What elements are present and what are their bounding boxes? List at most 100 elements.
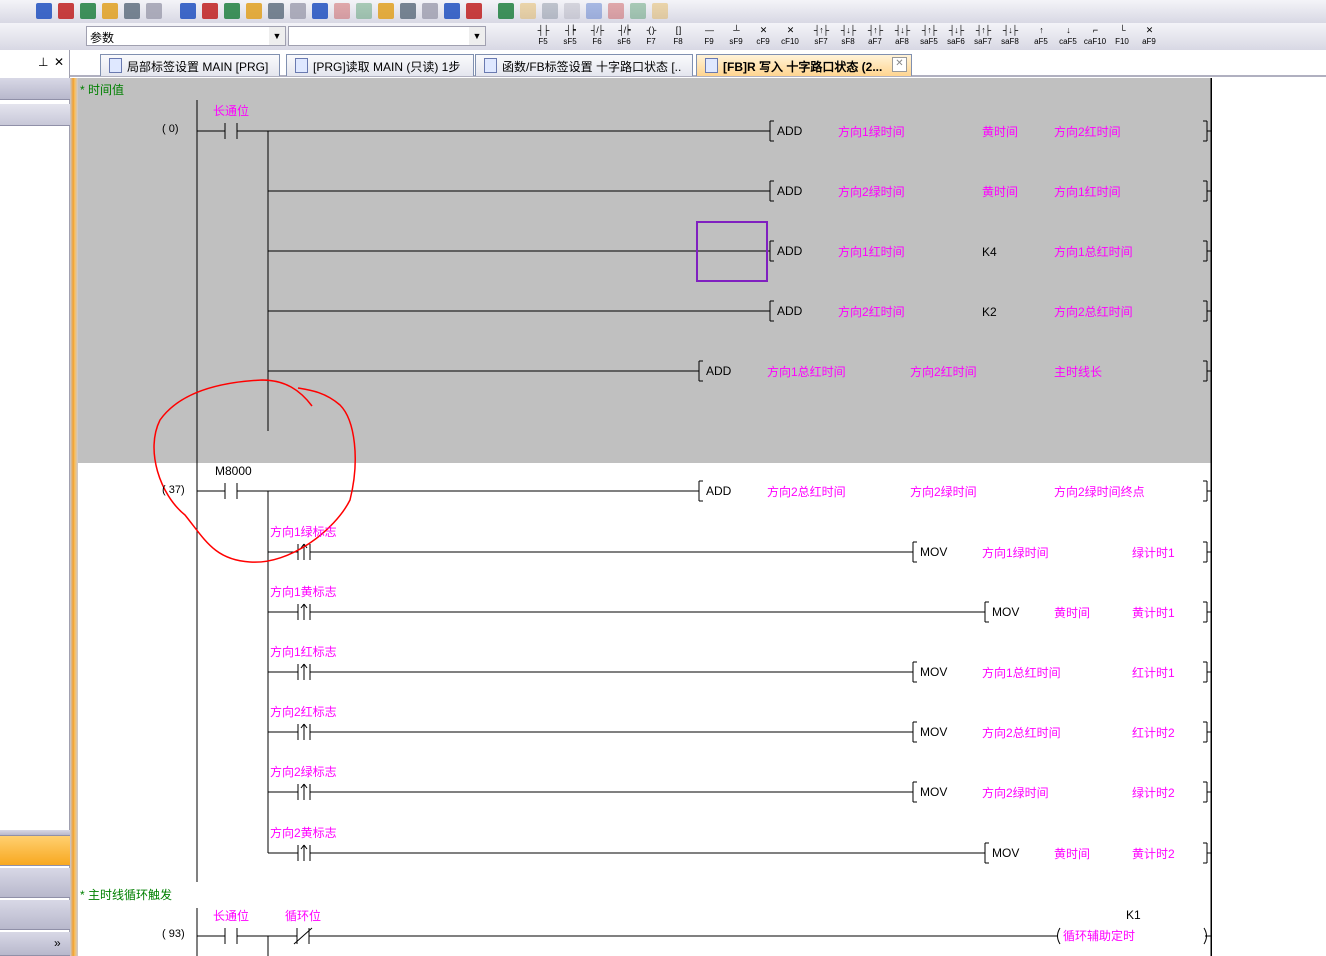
cut-icon[interactable]: [58, 3, 74, 19]
instruction-name[interactable]: ADD: [777, 304, 803, 318]
step-read-icon[interactable]: [422, 3, 438, 19]
operand[interactable]: 方向2红时间: [838, 305, 905, 319]
operand[interactable]: 黄计时2: [1132, 847, 1175, 861]
pin-icon[interactable]: ⊥: [38, 55, 49, 69]
operand[interactable]: 方向2总红时间: [982, 726, 1061, 740]
operand[interactable]: 方向1总红时间: [767, 365, 846, 379]
more-icon[interactable]: »: [54, 936, 61, 950]
function-key-F7[interactable]: -( )- F7: [638, 26, 664, 47]
function-key-F9[interactable]: — F9: [696, 26, 722, 47]
operand[interactable]: 方向1红时间: [1054, 185, 1121, 199]
panel-section[interactable]: [0, 868, 70, 898]
operand[interactable]: 方向1红时间: [838, 245, 905, 259]
instruction-name[interactable]: ADD: [777, 124, 803, 138]
close-tab-icon[interactable]: ✕: [892, 57, 907, 72]
instruction-name[interactable]: MOV: [992, 846, 1020, 860]
contact-label[interactable]: 方向1红标志: [270, 645, 337, 659]
contact-label[interactable]: 方向2绿标志: [270, 765, 337, 779]
function-key-aF5[interactable]: ↑ aF5: [1028, 26, 1054, 47]
function-key-cF9[interactable]: ✕ cF9: [750, 26, 776, 47]
contact-label[interactable]: 循环位: [285, 909, 322, 923]
function-key-sF6[interactable]: ┤/┝ sF6: [611, 26, 637, 47]
function-key-aF8[interactable]: ┤↓├ aF8: [889, 26, 915, 47]
ladder-icon[interactable]: [630, 3, 646, 19]
paste-icon[interactable]: [102, 3, 118, 19]
device-hex-icon[interactable]: [224, 3, 240, 19]
function-key-caF5[interactable]: ↓ caF5: [1055, 26, 1081, 47]
monitor-stop-icon[interactable]: [312, 3, 328, 19]
ladder-icon[interactable]: [564, 3, 580, 19]
write-plc-icon[interactable]: [246, 3, 262, 19]
instruction-name[interactable]: ADD: [706, 364, 732, 378]
tab-4[interactable]: [FB]R 写入 十字路口状态 (2... ✕: [696, 54, 912, 76]
panel-section[interactable]: [0, 104, 70, 126]
splitter[interactable]: [70, 78, 78, 956]
function-key-sF8[interactable]: ┤↓├ sF8: [835, 26, 861, 47]
read-plc-icon[interactable]: [268, 3, 284, 19]
operand[interactable]: 方向2红时间: [1054, 125, 1121, 139]
instruction-name[interactable]: MOV: [992, 605, 1020, 619]
operand[interactable]: 方向2绿时间: [982, 786, 1049, 800]
coil-label[interactable]: 循环辅助定时: [1063, 929, 1136, 943]
operand[interactable]: 黄计时1: [1132, 606, 1175, 620]
operand[interactable]: 方向1绿时间: [838, 125, 905, 139]
instruction-name[interactable]: ADD: [777, 184, 803, 198]
ladder-icon[interactable]: [542, 3, 558, 19]
device-combo[interactable]: ▼: [288, 26, 486, 46]
contact-label[interactable]: 方向2红标志: [270, 705, 337, 719]
operand[interactable]: 主时线长: [1054, 365, 1103, 379]
function-key-saF8[interactable]: ┤↓├ saF8: [997, 26, 1023, 47]
function-key-sF7[interactable]: ┤↑├ sF7: [808, 26, 834, 47]
operand[interactable]: 方向2绿时间终点: [1054, 485, 1145, 499]
tab-2[interactable]: [PRG]读取 MAIN (只读) 1步: [286, 54, 474, 76]
function-key-caF10[interactable]: ⌐ caF10: [1082, 26, 1108, 47]
function-key-aF9[interactable]: ✕ aF9: [1136, 26, 1162, 47]
panel-section[interactable]: [0, 78, 70, 100]
function-key-F5[interactable]: ┤├ F5: [530, 26, 556, 47]
timer-setting[interactable]: K1: [1126, 908, 1141, 922]
monitor-disabled-icon[interactable]: [356, 3, 372, 19]
function-key-sF9[interactable]: ┴ sF9: [723, 26, 749, 47]
operand[interactable]: 方向2红时间: [910, 365, 977, 379]
instruction-name[interactable]: ADD: [706, 484, 732, 498]
operand[interactable]: K4: [982, 245, 997, 259]
search-combo[interactable]: 参数 ▼: [86, 26, 286, 46]
operand[interactable]: 方向2总红时间: [767, 485, 846, 499]
instruction-name[interactable]: MOV: [920, 785, 948, 799]
function-key-saF6[interactable]: ┤↓├ saF6: [943, 26, 969, 47]
function-key-F10[interactable]: └ F10: [1109, 26, 1135, 47]
instruction-name[interactable]: MOV: [920, 665, 948, 679]
operand[interactable]: 方向2绿时间: [838, 185, 905, 199]
chevron-down-icon[interactable]: ▼: [469, 27, 485, 45]
step-verify-icon[interactable]: [466, 3, 482, 19]
function-key-saF7[interactable]: ┤↑├ saF7: [970, 26, 996, 47]
dropdown-icon[interactable]: [36, 3, 52, 19]
chevron-down-icon[interactable]: ▼: [269, 27, 285, 45]
device-comment-icon[interactable]: [202, 3, 218, 19]
instruction-name[interactable]: MOV: [920, 545, 948, 559]
operand[interactable]: 绿计时2: [1132, 786, 1175, 800]
function-key-F8[interactable]: [ ] F8: [665, 26, 691, 47]
panel-section[interactable]: [0, 900, 70, 930]
ladder-icon[interactable]: [608, 3, 624, 19]
panel-splitter[interactable]: [0, 830, 70, 836]
panel-section[interactable]: »: [0, 932, 70, 956]
contact-label[interactable]: M8000: [215, 464, 252, 478]
function-key-cF10[interactable]: ✕ cF10: [777, 26, 803, 47]
close-icon[interactable]: ✕: [54, 55, 65, 69]
function-key-F6[interactable]: ┤/├ F6: [584, 26, 610, 47]
operand[interactable]: 方向1绿时间: [982, 546, 1049, 560]
operand[interactable]: 绿计时1: [1132, 546, 1175, 560]
operand[interactable]: 黄时间: [982, 125, 1019, 139]
device-search-icon[interactable]: [378, 3, 394, 19]
function-key-saF5[interactable]: ┤↑├ saF5: [916, 26, 942, 47]
operand[interactable]: 红计时2: [1132, 726, 1175, 740]
step-write-icon[interactable]: [444, 3, 460, 19]
copy-icon[interactable]: [80, 3, 96, 19]
operand[interactable]: 方向1总红时间: [982, 666, 1061, 680]
monitor-start-icon[interactable]: [290, 3, 306, 19]
redo-icon[interactable]: [146, 3, 162, 19]
monitor-disabled-icon[interactable]: [334, 3, 350, 19]
operand[interactable]: 黄时间: [1054, 606, 1091, 620]
panel-section-active[interactable]: [0, 836, 70, 866]
